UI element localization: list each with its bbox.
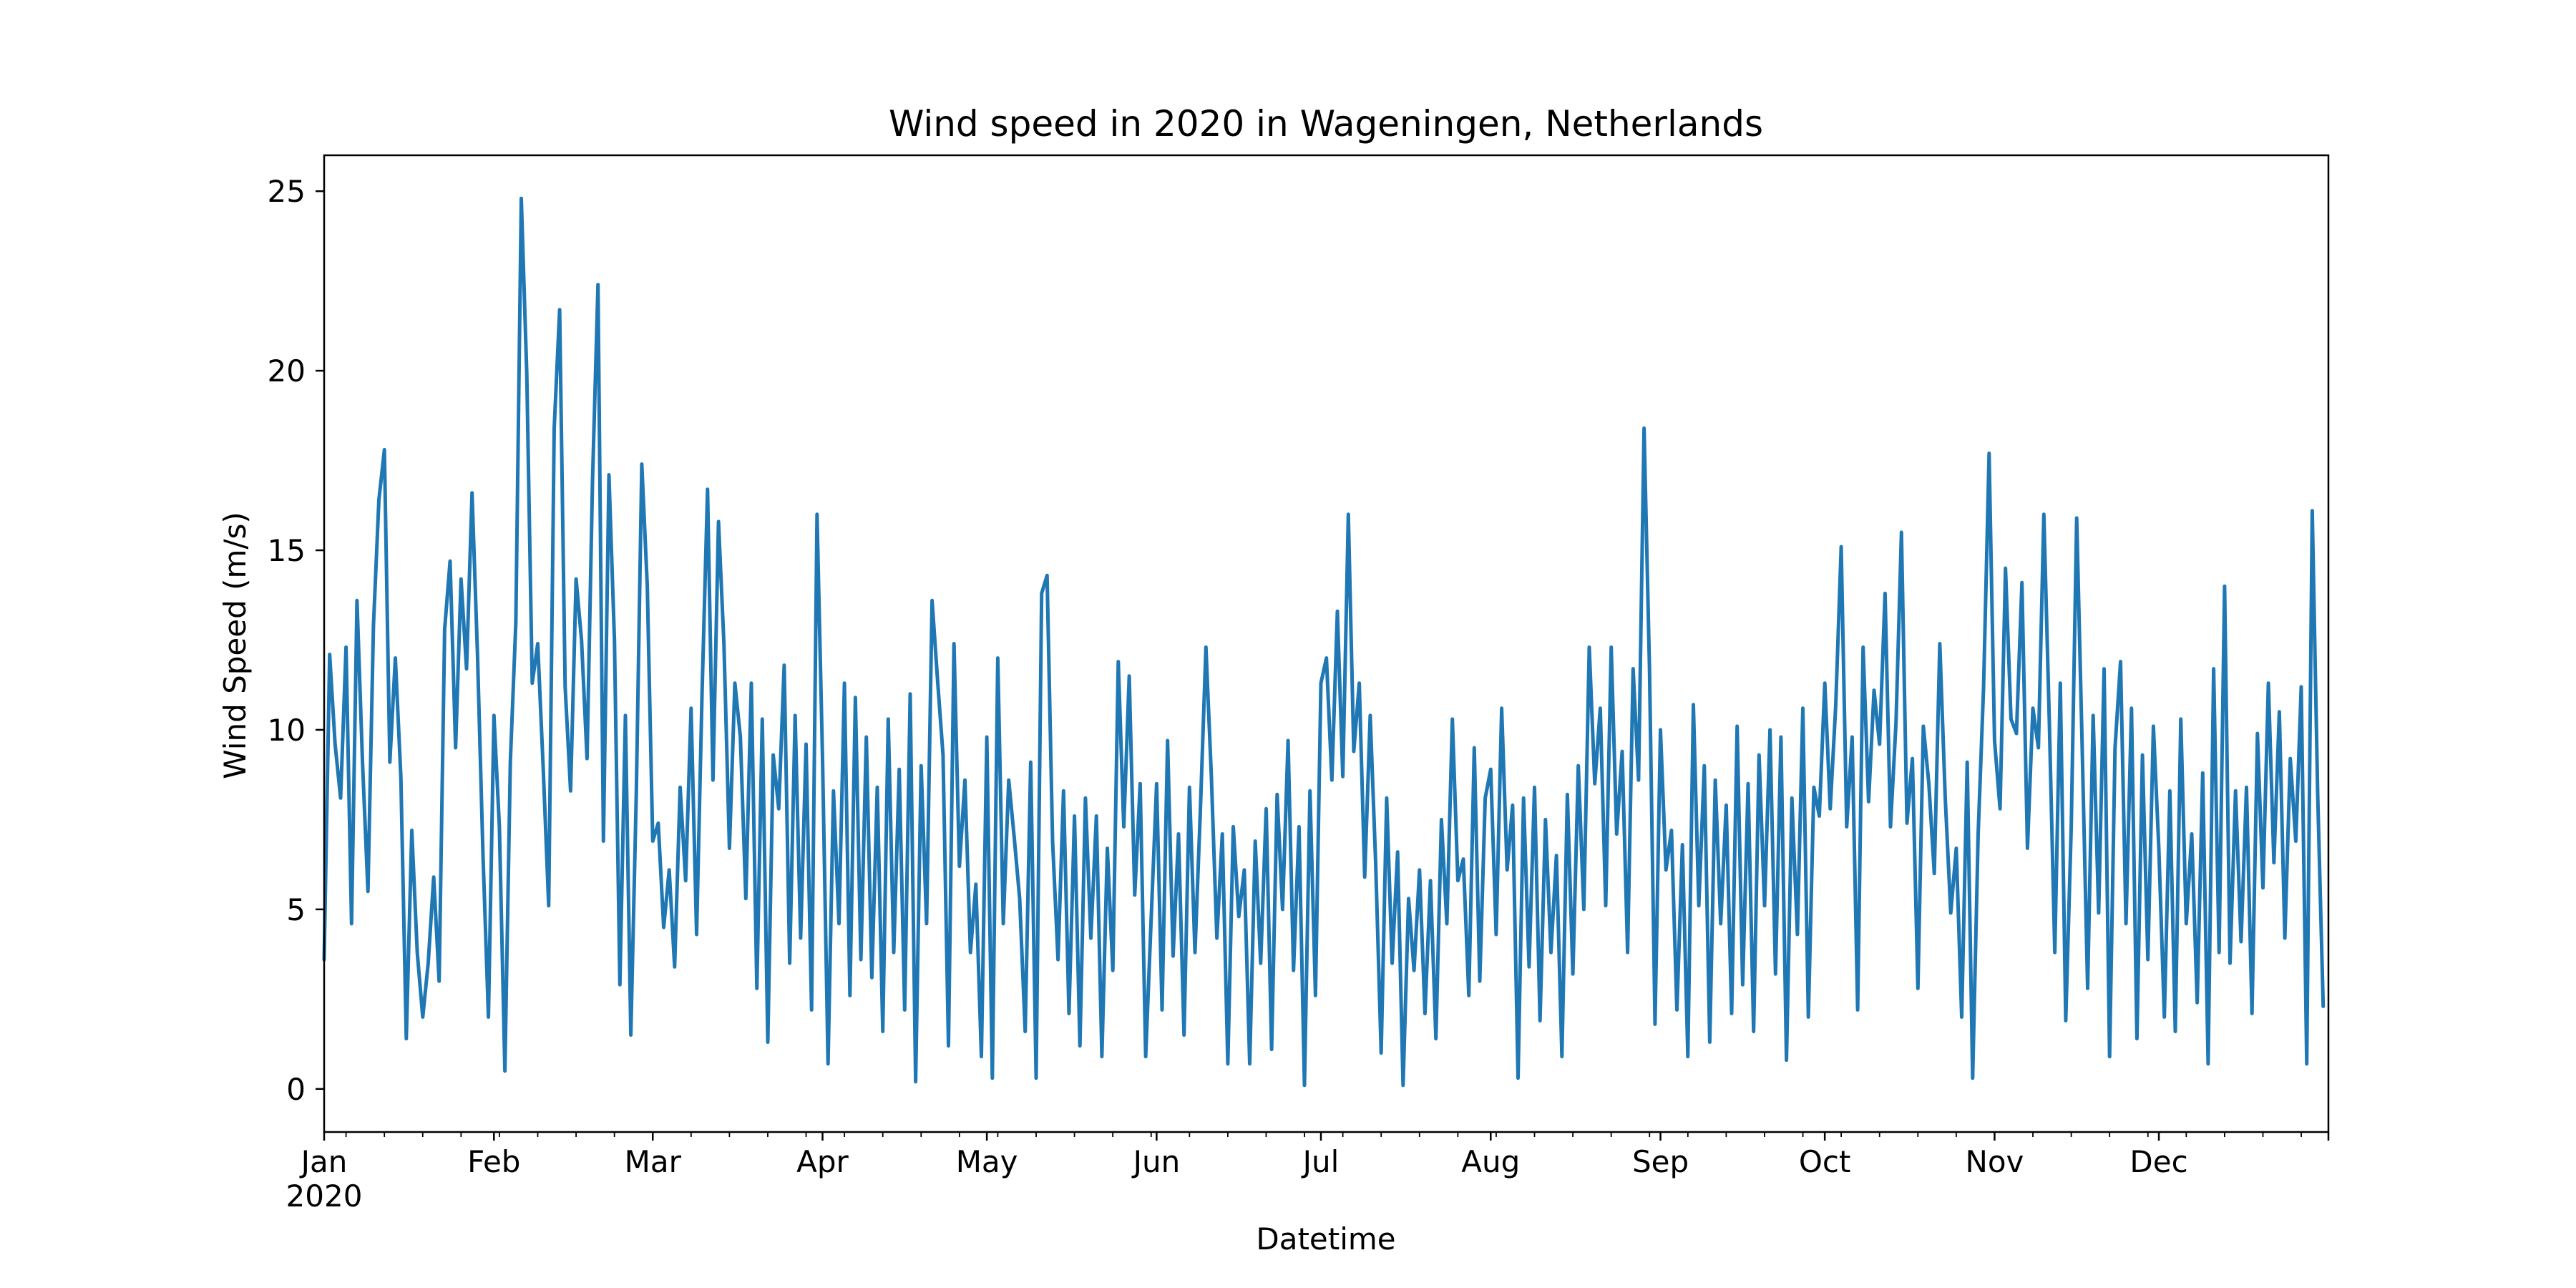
y-axis-label: Wind Speed (m/s): [218, 512, 253, 779]
series-line-0: [322, 196, 2326, 1088]
chart-title: Wind speed in 2020 in Wageningen, Nether…: [889, 103, 1763, 145]
x-tick-label: Dec: [2129, 1144, 2187, 1179]
x-tick-label: Jan: [299, 1144, 348, 1179]
y-tick-label: 25: [268, 174, 306, 209]
plot-frame: [323, 154, 2330, 1133]
y-tick-label: 10: [268, 713, 306, 748]
x-tick-label: May: [956, 1144, 1018, 1179]
y-tick-label: 5: [286, 892, 306, 927]
x-tick-sublabel: 2020: [286, 1179, 363, 1214]
x-tick-label: Nov: [1965, 1144, 2024, 1179]
y-tick-label: 0: [286, 1072, 306, 1107]
x-tick-label: Aug: [1461, 1144, 1520, 1179]
x-tick-label: Sep: [1632, 1144, 1689, 1179]
x-tick-label: Jun: [1131, 1144, 1181, 1179]
x-tick-label: Feb: [467, 1144, 520, 1179]
x-tick-label: Apr: [796, 1144, 849, 1179]
y-axis: 0 5 10 15 20 25: [268, 174, 324, 1107]
y-tick-label: 20: [268, 353, 306, 389]
plot-area: [322, 154, 2330, 1133]
x-axis-label: Datetime: [1256, 1221, 1395, 1257]
x-tick-label: Mar: [625, 1144, 682, 1179]
x-tick-label: Oct: [1799, 1144, 1851, 1179]
y-tick-label: 15: [268, 533, 306, 568]
x-tick-label: Jul: [1301, 1144, 1340, 1179]
